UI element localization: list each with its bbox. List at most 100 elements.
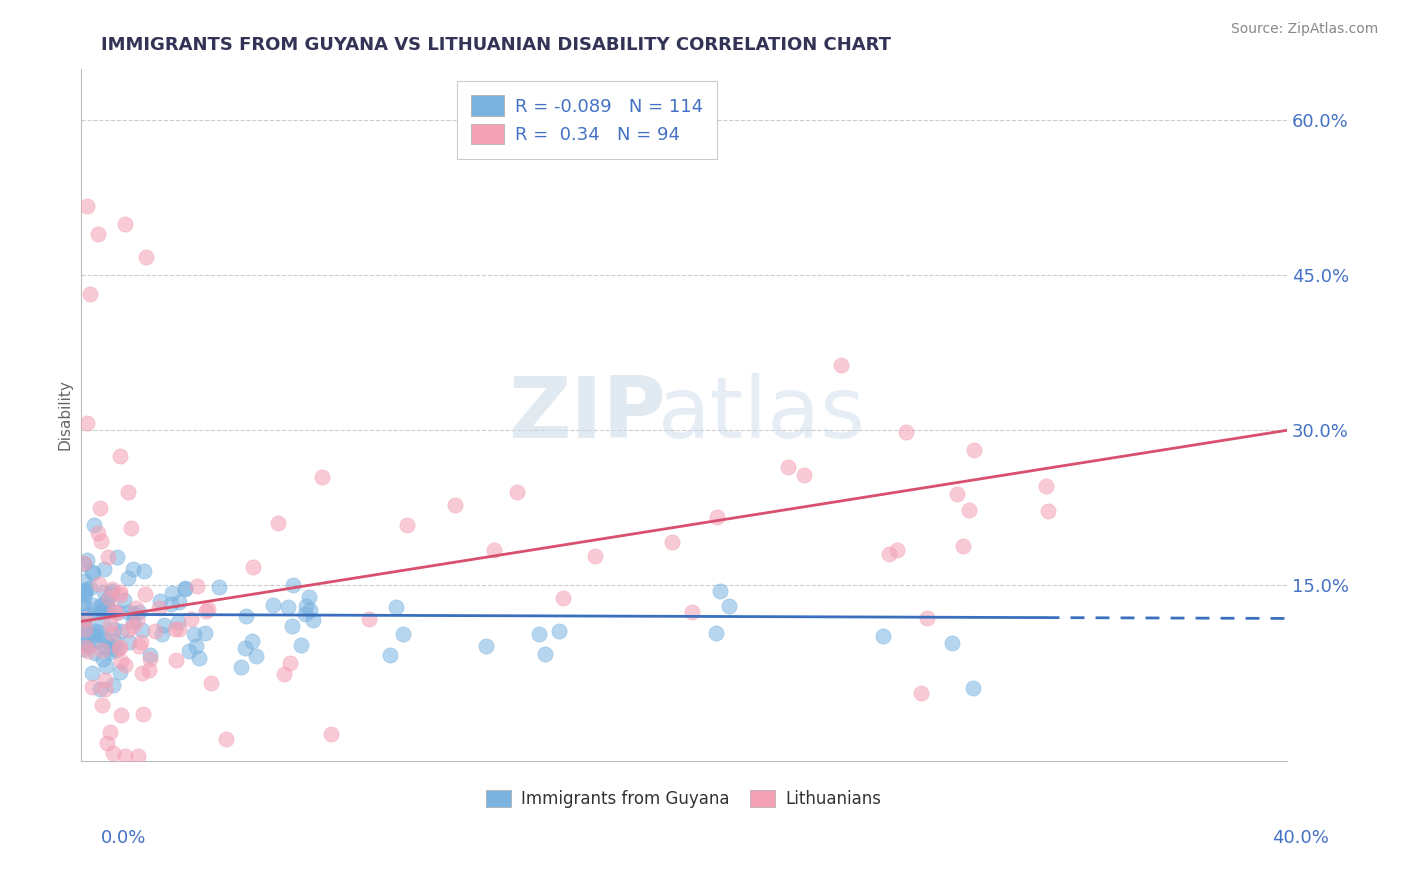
- Point: [87, 576, 110, 591]
- Point: [89, 628, 111, 642]
- Point: [73, 612, 96, 626]
- Point: [110, 584, 132, 599]
- Point: [681, 605, 703, 619]
- Point: [89, 500, 111, 515]
- Point: [280, 619, 302, 633]
- Point: [127, 748, 149, 763]
- Point: [915, 610, 938, 624]
- Point: [231, 660, 253, 674]
- Point: [90, 598, 112, 612]
- Point: [100, 626, 122, 640]
- Point: [378, 648, 401, 662]
- Point: [91, 652, 114, 666]
- Point: [186, 579, 208, 593]
- Point: [72, 636, 94, 650]
- Point: [94, 632, 117, 647]
- Point: [267, 516, 290, 530]
- Point: [138, 652, 160, 666]
- Point: [96, 736, 118, 750]
- Point: [76, 619, 98, 633]
- Point: [709, 584, 731, 599]
- Point: [131, 624, 153, 638]
- Point: [114, 657, 136, 672]
- Point: [778, 459, 800, 474]
- Point: [583, 549, 606, 563]
- Point: [179, 644, 201, 658]
- Point: [706, 626, 728, 640]
- Point: [72, 556, 94, 570]
- Point: [233, 640, 256, 655]
- Point: [910, 686, 932, 700]
- Point: [79, 287, 101, 301]
- Point: [93, 562, 115, 576]
- Point: [98, 724, 121, 739]
- Point: [957, 503, 980, 517]
- Text: ZIP: ZIP: [509, 373, 666, 457]
- Point: [120, 521, 142, 535]
- Point: [94, 682, 117, 697]
- Point: [121, 614, 143, 628]
- Point: [76, 416, 98, 430]
- Point: [877, 547, 900, 561]
- Point: [117, 605, 139, 619]
- Text: atlas: atlas: [658, 373, 866, 457]
- Point: [506, 485, 529, 500]
- Point: [104, 643, 127, 657]
- Point: [385, 599, 408, 614]
- Point: [143, 624, 166, 638]
- Point: [87, 625, 110, 640]
- Point: [952, 539, 974, 553]
- Point: [103, 634, 125, 648]
- Point: [134, 587, 156, 601]
- Point: [76, 552, 98, 566]
- Point: [89, 605, 111, 619]
- Point: [311, 470, 333, 484]
- Point: [262, 599, 284, 613]
- Point: [793, 468, 815, 483]
- Point: [91, 604, 114, 618]
- Point: [100, 587, 122, 601]
- Point: [290, 638, 312, 652]
- Point: [281, 578, 304, 592]
- Point: [108, 665, 131, 679]
- Point: [72, 621, 94, 635]
- Point: [112, 593, 135, 607]
- Point: [83, 517, 105, 532]
- Point: [89, 681, 111, 696]
- Point: [91, 602, 114, 616]
- Point: [894, 425, 917, 439]
- Point: [872, 629, 894, 643]
- Point: [97, 601, 120, 615]
- Point: [294, 599, 316, 613]
- Point: [90, 533, 112, 548]
- Point: [886, 542, 908, 557]
- Point: [75, 640, 97, 655]
- Point: [167, 595, 190, 609]
- Point: [73, 600, 96, 615]
- Point: [83, 624, 105, 639]
- Text: IMMIGRANTS FROM GUYANA VS LITHUANIAN DISABILITY CORRELATION CHART: IMMIGRANTS FROM GUYANA VS LITHUANIAN DIS…: [101, 36, 891, 54]
- Point: [93, 584, 115, 599]
- Point: [86, 634, 108, 648]
- Point: [72, 619, 94, 633]
- Point: [160, 597, 183, 611]
- Point: [277, 600, 299, 615]
- Point: [163, 622, 186, 636]
- Point: [103, 678, 125, 692]
- Point: [153, 618, 176, 632]
- Point: [82, 566, 104, 581]
- Point: [129, 634, 152, 648]
- Point: [72, 584, 94, 599]
- Point: [94, 673, 117, 688]
- Point: [117, 624, 139, 638]
- Y-axis label: Disability: Disability: [58, 379, 72, 450]
- Point: [167, 622, 190, 636]
- Point: [121, 619, 143, 633]
- Point: [941, 636, 963, 650]
- Point: [443, 498, 465, 512]
- Point: [84, 646, 107, 660]
- Point: [138, 663, 160, 677]
- Point: [108, 450, 131, 464]
- Point: [103, 603, 125, 617]
- Point: [110, 708, 132, 723]
